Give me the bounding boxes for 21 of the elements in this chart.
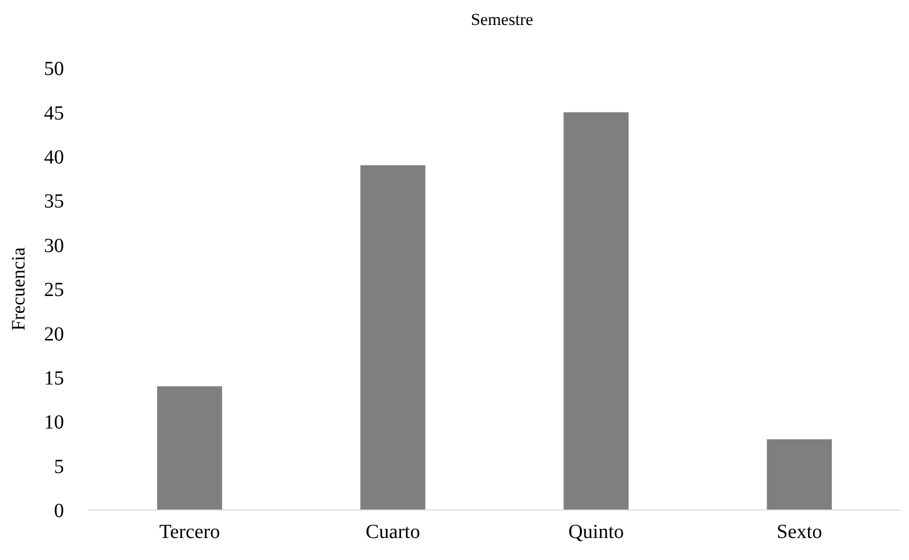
chart-title: Semestre	[470, 10, 534, 30]
y-tick-label: 45	[44, 102, 64, 124]
bar	[157, 386, 222, 510]
y-tick-label: 0	[54, 500, 64, 522]
x-tick-label: Sexto	[776, 521, 822, 544]
y-tick-label: 5	[54, 456, 64, 478]
bar	[360, 165, 426, 510]
y-tick-label: 25	[44, 279, 64, 302]
bar	[766, 439, 832, 510]
y-tick-label: 30	[44, 234, 64, 257]
y-tick-label: 20	[44, 323, 64, 346]
y-tick-label: 10	[44, 412, 64, 434]
y-axis-title: Frecuencia	[8, 246, 30, 331]
y-tick-label: 40	[44, 146, 64, 168]
x-tick-label: Cuarto	[366, 521, 420, 544]
y-tick-label: 15	[44, 368, 64, 390]
bar	[564, 112, 629, 510]
y-tick-label: 50	[44, 58, 64, 80]
x-tick-label: Tercero	[159, 521, 220, 544]
y-tick-label: 35	[44, 190, 64, 213]
x-tick-label: Quinto	[568, 521, 624, 544]
